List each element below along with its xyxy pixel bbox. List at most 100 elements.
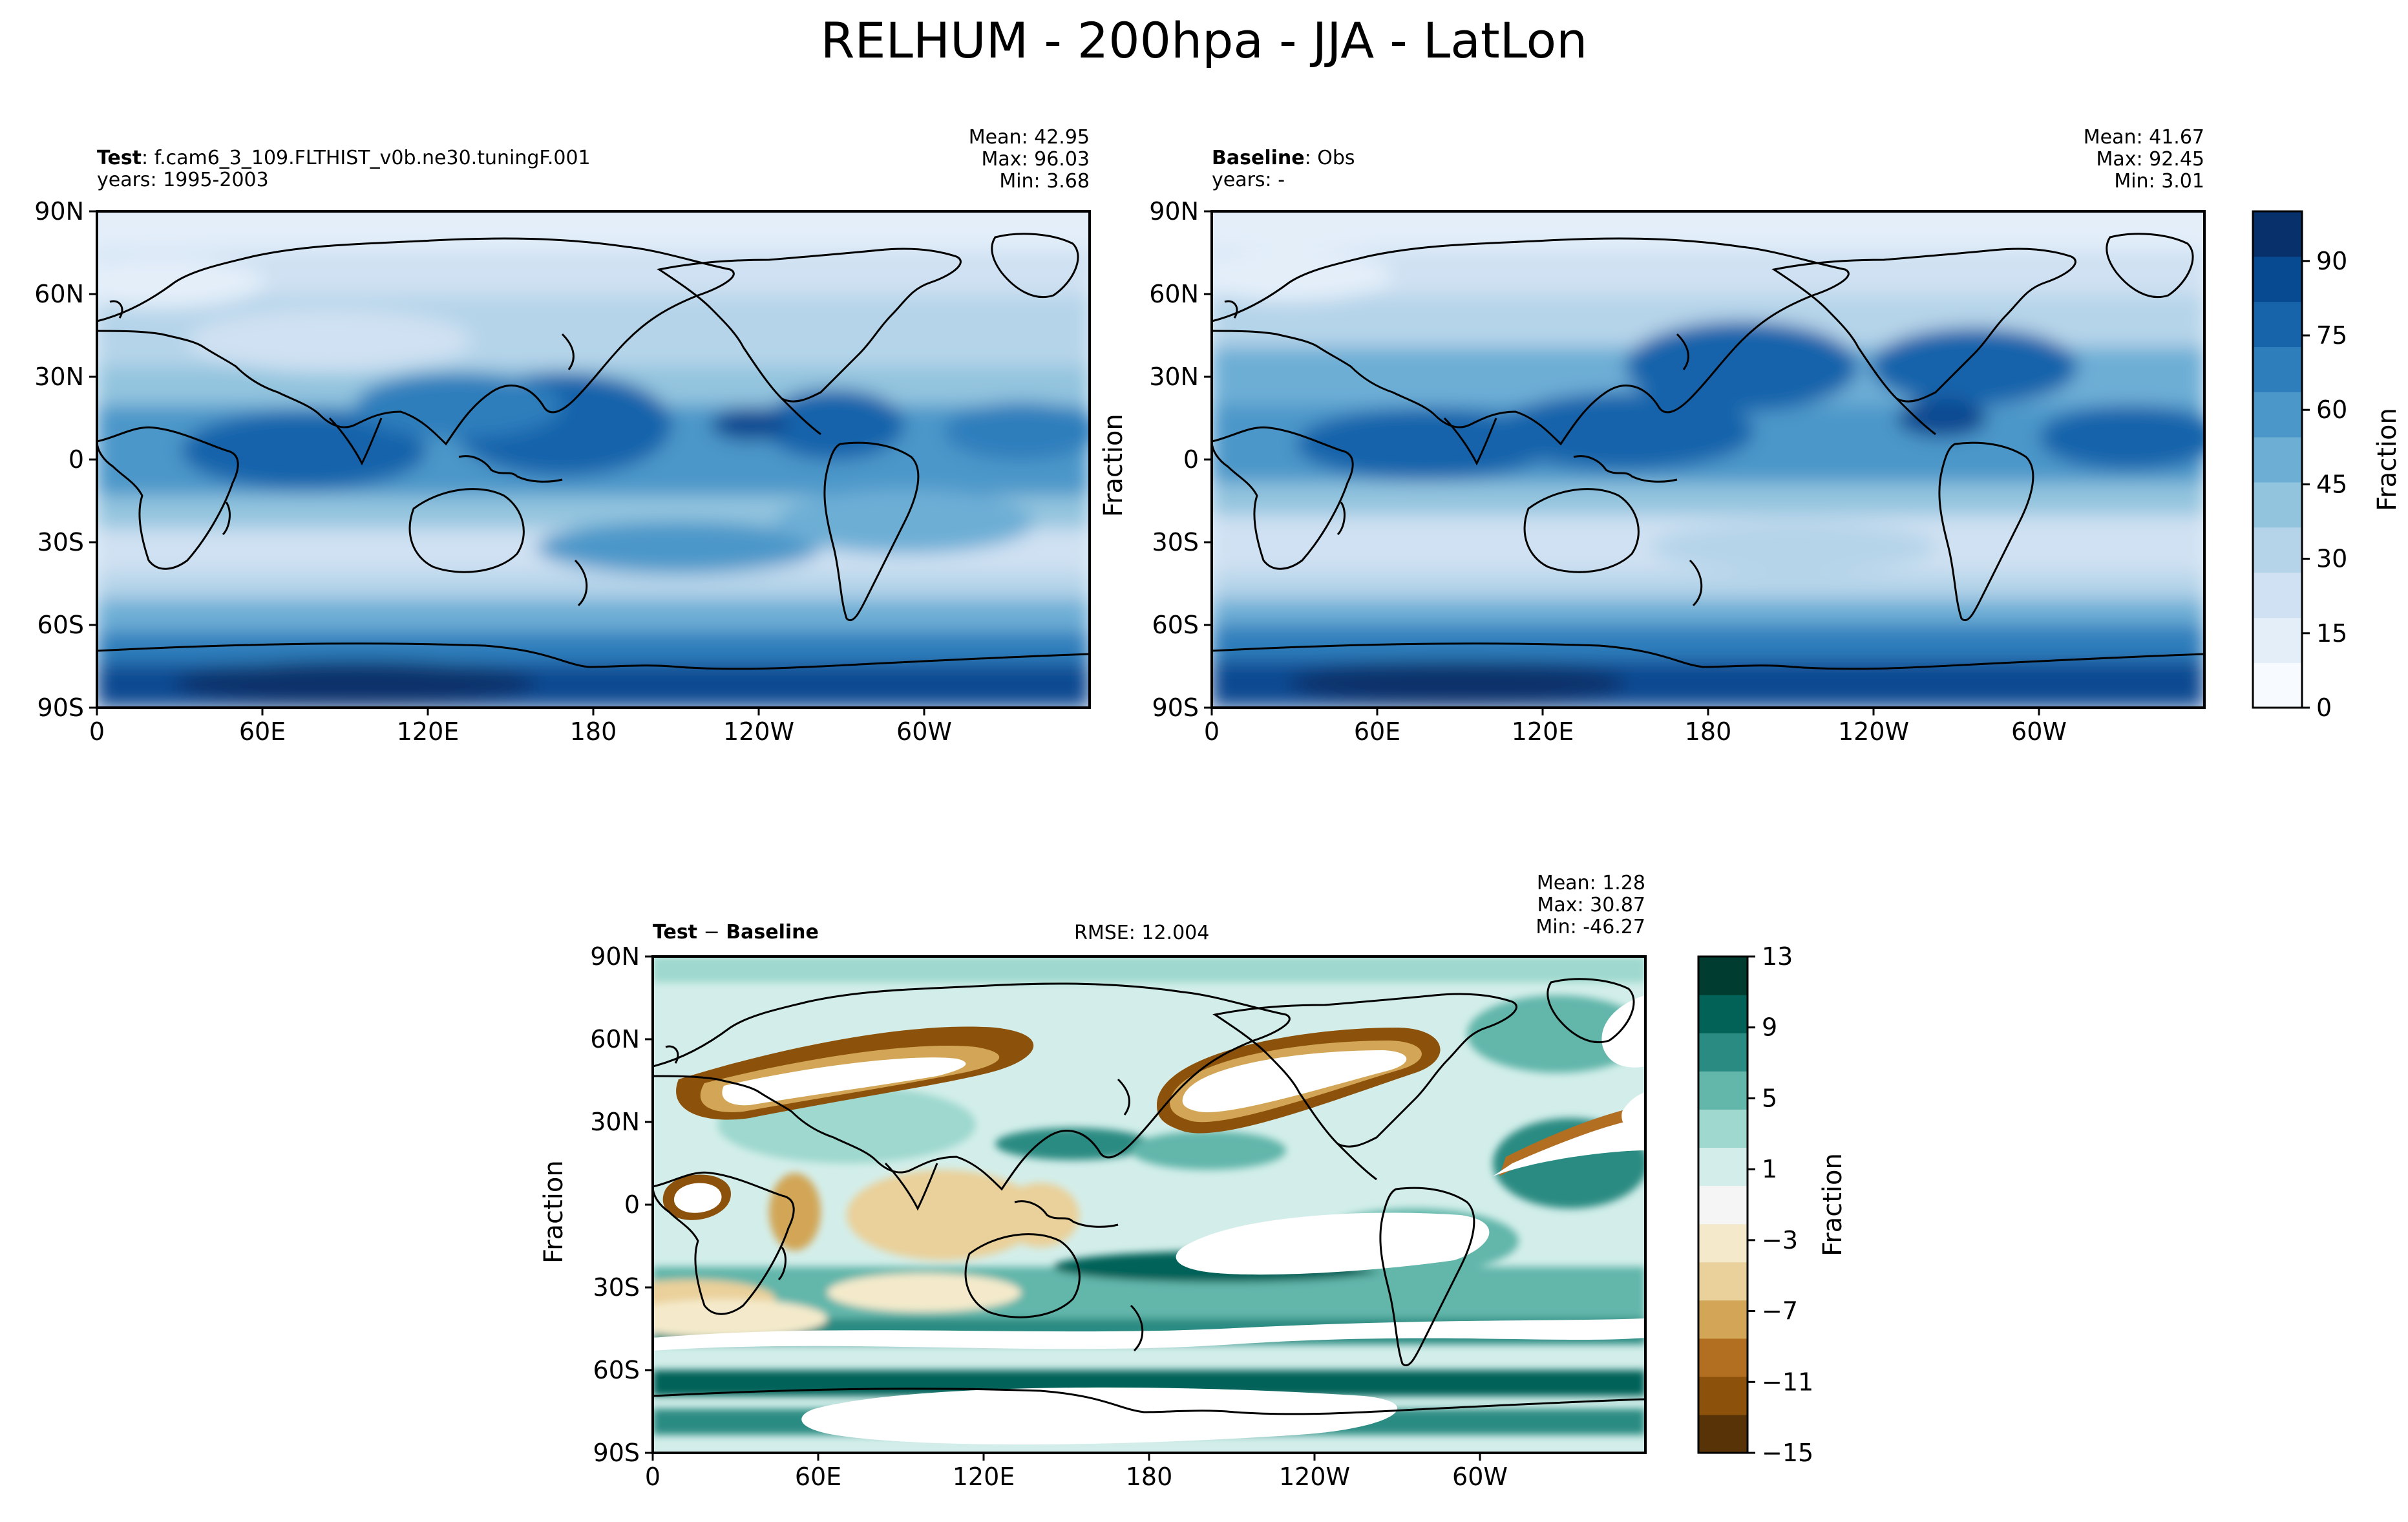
test-map-field (97, 211, 1090, 708)
x-tick-label: 0 (89, 717, 105, 746)
coastline-segment (1689, 559, 1703, 607)
coastline-segment (1573, 455, 1678, 483)
y-tick-label: 90N (590, 942, 640, 971)
coastline-segment (1379, 1187, 1475, 1366)
baseline-map-field (1212, 211, 2204, 708)
colorbar-tick-label: 13 (1762, 942, 1793, 971)
x-tick-label: 60W (2011, 717, 2067, 746)
coastline-segment (652, 982, 1291, 1191)
x-tick-label: 180 (1126, 1463, 1173, 1491)
coastline-segment (777, 1247, 787, 1281)
coastline-segment (96, 237, 735, 446)
coastline-segment (1212, 993, 1517, 1148)
test-map-panel (96, 210, 1091, 709)
baseline-sep: : (1304, 147, 1311, 169)
y-tick-label: 90N (1149, 197, 1199, 226)
diff-max: Max: 30.87 (1537, 894, 1645, 916)
x-tick-label: 120W (1838, 717, 1909, 746)
x-tick-label: 180 (570, 717, 617, 746)
coastline-segment (408, 488, 525, 573)
coastline-segment (665, 1045, 679, 1064)
diff-ylabel: Fraction (539, 1160, 569, 1263)
x-tick-label: 60E (795, 1463, 841, 1491)
colorbar-tick-label: 1 (1762, 1155, 1777, 1183)
coastline-segment (1130, 1304, 1144, 1352)
test-coastlines (96, 233, 1090, 670)
x-tick-label: 120E (953, 1463, 1015, 1491)
colorbar-segment (1698, 1033, 1748, 1072)
y-tick-label: 60S (1152, 611, 1199, 639)
test-sep: : (142, 147, 149, 169)
x-tick-label: 120E (397, 717, 459, 746)
colorbar-tick-label: −3 (1762, 1226, 1798, 1254)
test-label: Test (97, 147, 142, 169)
baseline-coastlines (1210, 233, 2205, 670)
diff-header: Test − Baseline (653, 922, 819, 944)
coastline-segment (1771, 248, 2076, 403)
colorbar-segment (2253, 617, 2302, 663)
baseline-map-panel (1210, 210, 2206, 709)
colorbar-segment (1698, 1109, 1748, 1148)
coastline-segment (458, 455, 563, 483)
coastline-segment (1336, 502, 1346, 536)
baseline-header: Baseline: Obs (1212, 147, 1355, 169)
y-tick-label: 0 (624, 1190, 640, 1219)
y-tick-label: 60N (34, 280, 84, 308)
x-tick-label: 0 (645, 1463, 660, 1491)
test-mean: Mean: 42.95 (968, 126, 1090, 149)
baseline-years: years: - (1212, 169, 1285, 191)
y-tick-label: 60S (37, 611, 84, 639)
test-max: Max: 96.03 (981, 148, 1090, 171)
colorbar-segment (2253, 527, 2302, 573)
y-tick-label: 90S (1152, 693, 1199, 722)
difference-map-field (653, 957, 1645, 1453)
coastline-segment (1014, 1200, 1119, 1228)
coastline-segment (1211, 642, 2205, 670)
colorbar-segment (2253, 211, 2302, 257)
x-tick-label: 60E (239, 717, 286, 746)
y-tick-label: 30S (593, 1273, 640, 1302)
coastline-segment (651, 1171, 795, 1315)
diff-mean: Mean: 1.28 (1536, 872, 1645, 894)
baseline-case: Obs (1317, 147, 1355, 169)
colorbar-label: Fraction (1818, 1153, 1848, 1256)
x-tick-label: 0 (1204, 717, 1220, 746)
colorbar-segment (1698, 1338, 1748, 1377)
colorbar-segment (2253, 256, 2302, 302)
coastline-segment (1443, 417, 1497, 466)
coastline-segment (574, 559, 588, 607)
y-tick-label: 30N (1149, 363, 1199, 391)
colorbar-tick-label: 5 (1762, 1084, 1777, 1112)
y-tick-label: 30S (1152, 528, 1199, 556)
coastline-segment (1896, 397, 1936, 436)
x-tick-label: 60W (896, 717, 952, 746)
diff-label-a: Test (653, 921, 698, 944)
colorbar-tick-label: 9 (1762, 1013, 1777, 1042)
y-tick-label: 0 (1183, 445, 1199, 474)
colorbar-segment (2253, 392, 2302, 438)
coastline-segment (2106, 233, 2194, 299)
y-tick-label: 30S (37, 528, 84, 556)
colorbar-segment (1698, 1414, 1748, 1453)
y-tick-label: 60N (1149, 280, 1199, 308)
diff-stats: Mean: 1.28 Max: 30.87 Min: -46.27 (1536, 872, 1645, 938)
colorbar-frame (2252, 210, 2303, 709)
colorbar-tick-label: 75 (2316, 321, 2347, 350)
test-stats: Mean: 42.95 Max: 96.03 Min: 3.68 (969, 127, 1090, 193)
x-tick-label: 60W (1452, 1463, 1508, 1491)
coastline-segment (222, 502, 231, 536)
colorbar-abs: 0 15 30 45 60 75 90 Fraction (2252, 210, 2402, 722)
coastline-segment (96, 642, 1090, 670)
colorbar-tick-label: 60 (2316, 396, 2347, 424)
test-case: f.cam6_3_109.FLTHIST_v0b.ne30.tuningF.00… (154, 147, 591, 169)
x-tick-label: 120E (1512, 717, 1574, 746)
colorbar-segment (1698, 1185, 1748, 1225)
test-years: years: 1995-2003 (97, 169, 269, 191)
coastline-segment (884, 1162, 938, 1211)
colorbar-frame (1697, 955, 1749, 1454)
coastline-segment (328, 417, 383, 466)
colorbar-tick-label: 45 (2316, 470, 2347, 498)
y-tick-label: 0 (69, 445, 84, 474)
coastline-segment (991, 233, 1079, 299)
